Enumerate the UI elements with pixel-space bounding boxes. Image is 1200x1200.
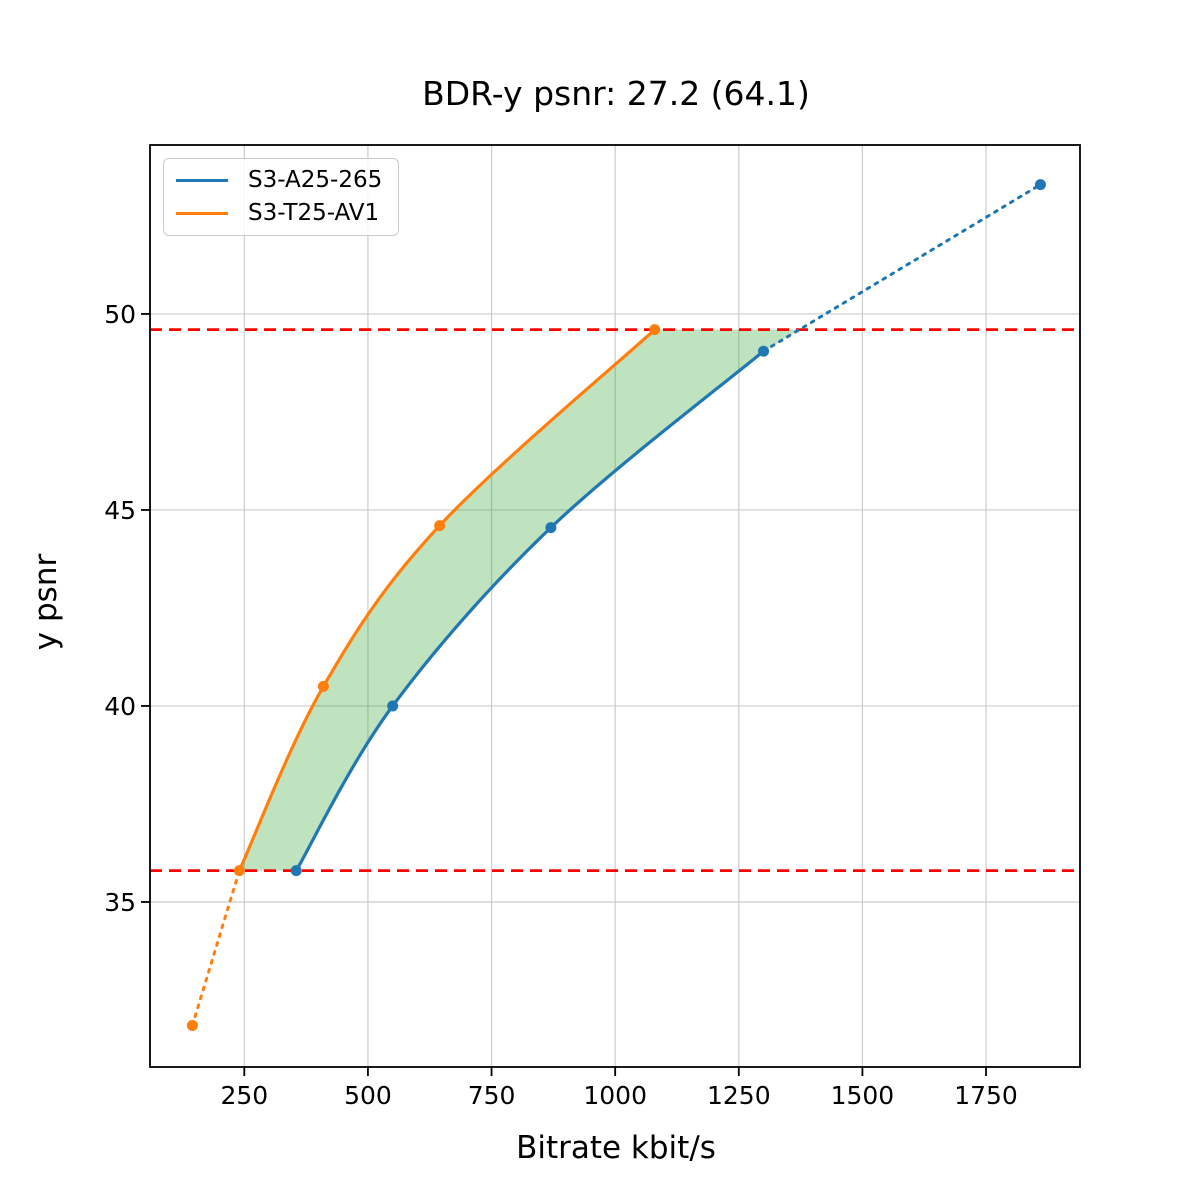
S3-T25-AV1-curve-dotted — [190, 869, 241, 1027]
legend-item-s3-a25-265: S3-A25-265 — [176, 164, 382, 197]
gridlines — [150, 145, 1080, 1067]
S3-A25-265-curve-solid — [294, 349, 766, 873]
legend-label: S3-T25-AV1 — [248, 200, 380, 226]
bound-lines — [150, 328, 1080, 872]
chart-title: BDR-y psnr: 27.2 (64.1) — [422, 74, 810, 113]
S3-A25-265-data-point — [1034, 179, 1046, 191]
x-tick-label: 1500 — [831, 1081, 895, 1110]
S3-T25-AV1-data-point — [233, 865, 245, 877]
S3-T25-AV1-data-point — [317, 680, 329, 692]
y-tick-label: 40 — [104, 692, 136, 721]
legend-line-sample-blue — [176, 179, 228, 182]
y-axis-label: y psnr — [28, 553, 64, 651]
S3-A25-265-data-point — [545, 522, 557, 534]
S3-A25-265-data-point — [290, 865, 302, 877]
x-tick-label: 750 — [468, 1081, 516, 1110]
S3-A25-265-data-point — [387, 700, 399, 712]
bd-rate-shaded-region — [239, 329, 800, 871]
y-tick-label: 45 — [104, 496, 136, 525]
ticks: 250 500 750 1000 1250 1500 1750 35 40 45 50 — [104, 300, 1018, 1110]
legend-box: S3-A25-265 S3-T25-AV1 — [163, 158, 400, 236]
S3-A25-265-data-point — [758, 345, 770, 357]
S3-T25-AV1-data-point — [434, 520, 446, 532]
S3-A25-265-curve-dotted — [762, 183, 1042, 353]
legend-line-sample-orange — [176, 212, 228, 215]
S3-T25-AV1-curve-solid — [237, 328, 657, 873]
x-tick-label: 1000 — [583, 1081, 647, 1110]
S3-T25-AV1-data-point — [186, 1019, 198, 1031]
x-tick-label: 250 — [220, 1081, 268, 1110]
data-points — [186, 179, 1046, 1031]
x-axis-label: Bitrate kbit/s — [516, 1130, 716, 1166]
x-tick-label: 1250 — [707, 1081, 771, 1110]
x-tick-label: 500 — [344, 1081, 392, 1110]
y-tick-label: 35 — [104, 888, 136, 917]
y-tick-label: 50 — [104, 300, 136, 329]
legend-item-s3-t25-av1: S3-T25-AV1 — [176, 197, 382, 230]
legend-label: S3-A25-265 — [248, 167, 383, 193]
x-tick-label: 1750 — [954, 1081, 1018, 1110]
series-curves — [190, 183, 1042, 1027]
shaded-region — [239, 329, 800, 871]
S3-T25-AV1-data-point — [649, 324, 661, 336]
